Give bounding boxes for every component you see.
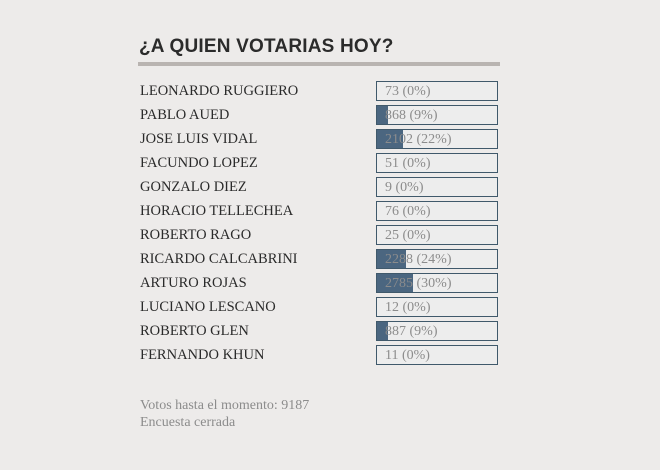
- result-count: 2288 (24%): [385, 252, 452, 267]
- result-count: 887 (9%): [385, 324, 438, 339]
- result-bar-fill: [377, 274, 413, 292]
- poll-option-row: JOSE LUIS VIDAL 2102 (22%): [138, 129, 500, 153]
- result-count: 12 (0%): [385, 300, 431, 315]
- result-bar: 51 (0%): [376, 153, 498, 173]
- result-bar: 11 (0%): [376, 345, 498, 365]
- result-bar: 2102 (22%): [376, 129, 498, 149]
- poll-status-text: Encuesta cerrada: [140, 415, 236, 430]
- result-count: 11 (0%): [385, 348, 430, 363]
- result-bar: 12 (0%): [376, 297, 498, 317]
- result-bar: 73 (0%): [376, 81, 498, 101]
- option-name: JOSE LUIS VIDAL: [140, 131, 258, 147]
- option-name: ROBERTO RAGO: [140, 227, 252, 243]
- option-name: FACUNDO LOPEZ: [140, 155, 258, 171]
- result-bar: 25 (0%): [376, 225, 498, 245]
- poll-options-list: LEONARDO RUGGIERO 73 (0%) PABLO AUED 868 (9…: [138, 81, 500, 369]
- result-bar-fill: [377, 250, 406, 268]
- total-votes-text: Votos hasta el momento: 9187: [140, 398, 310, 413]
- result-bar: 868 (9%): [376, 105, 498, 125]
- poll-option-row: RICARDO CALCABRINI 2288 (24%): [138, 249, 500, 273]
- result-bar-fill: [377, 130, 404, 148]
- result-bar: 9 (0%): [376, 177, 498, 197]
- poll-option-row: ROBERTO RAGO 25 (0%): [138, 225, 500, 249]
- result-bar-fill: [377, 322, 388, 340]
- poll-widget: ¿A QUIEN VOTARIAS HOY? LEONARDO RUGGIERO…: [138, 36, 500, 369]
- option-name: HORACIO TELLECHEA: [140, 203, 294, 219]
- option-name: FERNANDO KHUN: [140, 347, 265, 363]
- result-bar: 2288 (24%): [376, 249, 498, 269]
- poll-option-row: LUCIANO LESCANO 12 (0%): [138, 297, 500, 321]
- result-count: 73 (0%): [385, 84, 431, 99]
- result-count: 9 (0%): [385, 180, 424, 195]
- option-name: GONZALO DIEZ: [140, 179, 247, 195]
- option-name: LUCIANO LESCANO: [140, 299, 276, 315]
- result-count: 2102 (22%): [385, 132, 452, 147]
- poll-option-row: GONZALO DIEZ 9 (0%): [138, 177, 500, 201]
- poll-option-row: ARTURO ROJAS 2785 (30%): [138, 273, 500, 297]
- result-count: 2785 (30%): [385, 276, 452, 291]
- poll-title: ¿A QUIEN VOTARIAS HOY?: [139, 36, 394, 57]
- result-bar: 76 (0%): [376, 201, 498, 221]
- poll-option-row: FERNANDO KHUN 11 (0%): [138, 345, 500, 369]
- result-bar-fill: [377, 106, 388, 124]
- result-count: 25 (0%): [385, 228, 431, 243]
- poll-option-row: ROBERTO GLEN 887 (9%): [138, 321, 500, 345]
- option-name: ROBERTO GLEN: [140, 323, 249, 339]
- result-count: 868 (9%): [385, 108, 438, 123]
- poll-option-row: FACUNDO LOPEZ 51 (0%): [138, 153, 500, 177]
- option-name: RICARDO CALCABRINI: [140, 251, 298, 267]
- result-count: 51 (0%): [385, 156, 431, 171]
- result-count: 76 (0%): [385, 204, 431, 219]
- poll-option-row: LEONARDO RUGGIERO 73 (0%): [138, 81, 500, 105]
- result-bar: 2785 (30%): [376, 273, 498, 293]
- option-name: ARTURO ROJAS: [140, 275, 247, 291]
- title-divider: [138, 62, 500, 66]
- option-name: PABLO AUED: [140, 107, 230, 123]
- result-bar: 887 (9%): [376, 321, 498, 341]
- poll-option-row: PABLO AUED 868 (9%): [138, 105, 500, 129]
- poll-option-row: HORACIO TELLECHEA 76 (0%): [138, 201, 500, 225]
- option-name: LEONARDO RUGGIERO: [140, 83, 299, 99]
- poll-footer: Votos hasta el momento: 9187 Encuesta ce…: [140, 397, 309, 431]
